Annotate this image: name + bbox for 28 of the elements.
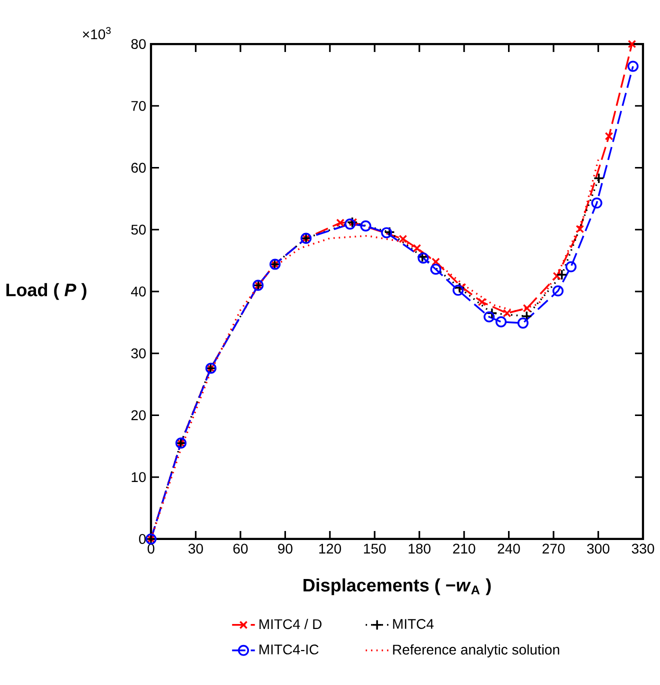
legend-label: MITC4-IC	[260, 644, 319, 654]
x-tick-label: 90	[278, 544, 292, 554]
x-tick-label: 210	[453, 544, 476, 554]
legend-label: Reference analytic solution	[393, 644, 560, 658]
y-tick-label: 30	[131, 348, 146, 358]
y-tick-label: 40	[131, 286, 146, 296]
x-tick-label: 0	[148, 544, 154, 554]
x-axis-title: Displacements ( −w$_{A}$ )	[304, 578, 491, 596]
y-tick-label: 20	[131, 410, 146, 420]
x-tick-label: 30	[188, 544, 203, 554]
y-tick-label: 70	[131, 100, 146, 111]
text: ×10$^{3}$	[82, 27, 111, 40]
legend-label: MITC4 / D	[260, 618, 322, 630]
x-tick-label: 120	[319, 544, 342, 554]
x-tick-label: 270	[542, 544, 565, 554]
y-tick-label: 0	[139, 534, 146, 544]
y-tick-label: 60	[131, 162, 146, 173]
x-tick-label: 150	[364, 544, 386, 554]
y-tick-label: 10	[132, 472, 146, 482]
x-tick-label: 60	[233, 544, 248, 554]
x-tick-label: 330	[632, 544, 654, 554]
y-tick-label: 80	[131, 39, 146, 49]
legend-label: MITC4	[393, 619, 434, 629]
x-tick-label: 300	[587, 544, 610, 554]
y-axis-title: Load ( P )	[6, 283, 86, 300]
x-tick-label: 240	[498, 544, 520, 554]
y-tick-label: 50	[131, 224, 146, 235]
x-tick-label: 180	[408, 544, 430, 554]
